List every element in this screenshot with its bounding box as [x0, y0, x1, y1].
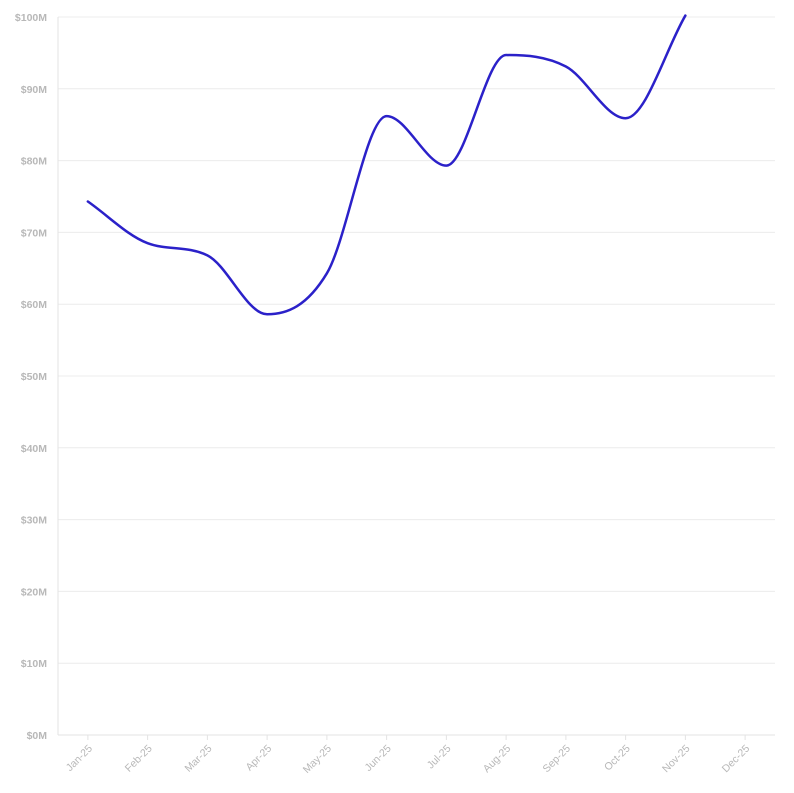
y-tick-label: $100M: [15, 12, 47, 24]
x-tick-label: Feb-25: [123, 743, 155, 775]
y-tick-label: $30M: [21, 515, 48, 527]
x-tick-label: Jan-25: [64, 743, 95, 774]
x-tick-label: Jun-25: [363, 743, 394, 774]
y-tick-label: $70M: [21, 227, 48, 239]
x-tick-label: Nov-25: [660, 743, 693, 776]
y-tick-label: $50M: [21, 371, 48, 383]
y-tick-label: $90M: [21, 84, 48, 96]
y-tick-label: $20M: [21, 586, 48, 598]
y-axis: $0M $10M $20M $30M $40M $50M $60M $70M $80M $90M $…: [15, 12, 59, 742]
x-tick-label: Apr-25: [243, 743, 274, 774]
x-tick-label: May-25: [301, 743, 334, 776]
series-layer: [86, 14, 687, 316]
y-tick-label: $0M: [27, 730, 48, 742]
x-tick-label: Aug-25: [481, 743, 514, 776]
y-tick-label: $40M: [21, 443, 48, 455]
y-tick-label: $80M: [21, 156, 48, 168]
y-tick-label: $60M: [21, 299, 48, 311]
gridlines: [58, 16, 775, 736]
x-tick-label: Mar-25: [182, 743, 214, 775]
x-tick-label: Jul-25: [425, 743, 454, 772]
series-line: [86, 14, 687, 316]
x-tick-label: Sep-25: [541, 743, 574, 776]
y-tick-label: $10M: [21, 658, 48, 670]
x-tick-label: Dec-25: [720, 743, 753, 776]
x-axis: Jan-25 Feb-25 Mar-25 Apr-25 May-25 Jun-25 Jul-…: [58, 734, 775, 776]
x-tick-label: Oct-25: [602, 743, 633, 774]
